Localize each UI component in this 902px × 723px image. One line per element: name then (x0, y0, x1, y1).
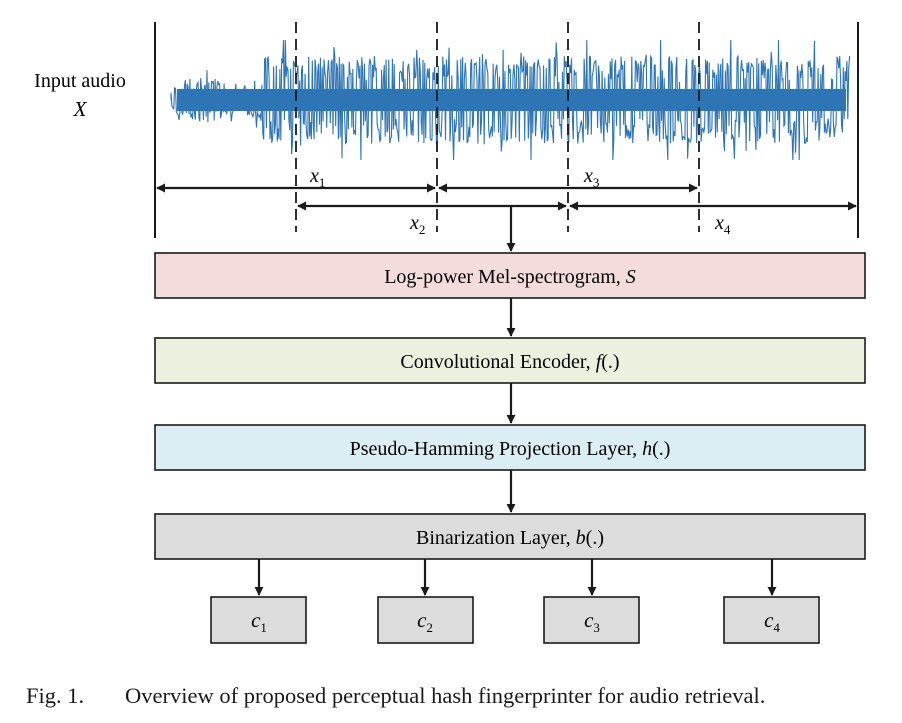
mel-spectrogram-label: Log-power Mel-spectrogram, S (384, 266, 636, 288)
hash-code-label-c3: c3 (584, 608, 600, 635)
segment-label-x2: x2 (409, 212, 425, 237)
input-audio-symbol: X (73, 97, 88, 121)
figure-number: Fig. 1. (26, 683, 85, 708)
binarization-layer-box (154, 513, 866, 560)
waveform-trace (170, 39, 851, 161)
figure-caption-text: Overview of proposed perceptual hash fin… (125, 683, 766, 708)
mel-spectrogram-box (154, 252, 866, 299)
segment-label-x3: x3 (583, 165, 599, 190)
hash-code-box (210, 596, 307, 644)
hash-code-box (543, 596, 640, 644)
audio-waveform (170, 39, 851, 161)
hash-code-box (723, 596, 820, 644)
projection-layer-label: Pseudo-Hamming Projection Layer, h(.) (350, 438, 671, 460)
fingerprinter-diagram: Input audio X x1 x2 x3 x4 Log-power Mel-… (34, 22, 866, 644)
hash-code-label-c1: c1 (251, 608, 267, 635)
input-audio-label: Input audio (34, 70, 126, 92)
convolutional-encoder-label: Convolutional Encoder, f(.) (400, 351, 619, 373)
projection-layer-box (154, 424, 866, 471)
binarization-layer-label: Binarization Layer, b(.) (416, 527, 604, 549)
segment-label-x4: x4 (714, 212, 731, 237)
hash-code-label-c2: c2 (417, 608, 433, 635)
waveform-core (177, 89, 846, 111)
segment-label-x1: x1 (309, 165, 325, 190)
hash-code-box (377, 596, 474, 644)
figure-caption: Fig. 1. Overview of proposed perceptual h… (26, 683, 765, 709)
hash-code-label-c4: c4 (764, 608, 780, 635)
